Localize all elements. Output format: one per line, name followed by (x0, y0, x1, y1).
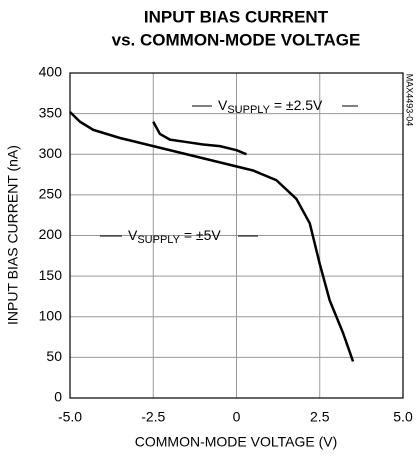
annotation-subscript: SUPPLY (227, 104, 270, 116)
part-label: MAX4493-04 (405, 74, 415, 127)
y-axis-label: INPUT BIAS CURRENT (nA) (5, 145, 21, 325)
x-tick-label: 0 (233, 409, 241, 425)
x-tick-label: 5.0 (393, 409, 413, 425)
annotation-part: = ±5V (180, 227, 221, 243)
data-line (152, 121, 247, 156)
y-tick-label: 200 (39, 226, 63, 242)
y-tick-label: 400 (39, 64, 63, 80)
chart-title: INPUT BIAS CURRENT (144, 7, 329, 26)
y-tick-label: 50 (46, 348, 62, 364)
annotation-subscript: SUPPLY (137, 234, 180, 246)
y-tick-label: 350 (39, 104, 63, 120)
chart-title: vs. COMMON-MODE VOLTAGE (112, 30, 361, 49)
x-tick-label: 2.5 (310, 409, 330, 425)
data-line (69, 111, 355, 362)
y-tick-label: 0 (54, 389, 62, 405)
x-axis-label: COMMON-MODE VOLTAGE (V) (135, 434, 337, 450)
x-tick-label: -2.5 (141, 409, 165, 425)
y-tick-label: 300 (39, 145, 63, 161)
y-tick-label: 100 (39, 307, 63, 323)
plot-frame (69, 72, 404, 399)
y-tick-label: 150 (39, 267, 63, 283)
annotation: VSUPPLY = ±5V (128, 227, 221, 246)
annotation-part: = ±2.5V (270, 97, 323, 113)
x-tick-label: -5.0 (58, 409, 82, 425)
annotation-part: V (218, 97, 228, 113)
y-tick-label: 250 (39, 186, 63, 202)
annotation-part: V (128, 227, 138, 243)
annotation: VSUPPLY = ±2.5V (218, 97, 323, 116)
